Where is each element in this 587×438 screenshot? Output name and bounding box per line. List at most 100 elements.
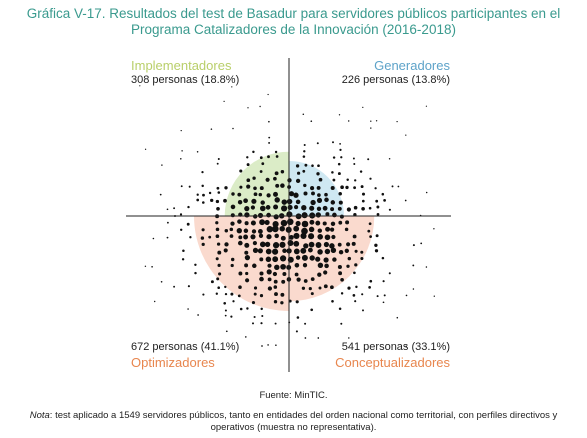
respondent-dot	[301, 254, 308, 261]
respondent-dot	[280, 292, 285, 297]
respondent-dot	[237, 240, 243, 246]
respondent-dot	[215, 292, 218, 295]
respondent-dot	[295, 330, 298, 333]
respondent-dot	[230, 221, 235, 226]
respondent-dot	[258, 192, 263, 197]
respondent-dot	[375, 234, 379, 238]
respondent-dot	[302, 155, 306, 158]
respondent-dot	[337, 264, 342, 270]
respondent-dot	[300, 247, 307, 254]
respondent-dot	[339, 214, 344, 219]
respondent-dot	[273, 285, 278, 289]
respondent-dot	[316, 206, 322, 211]
respondent-dot	[246, 184, 251, 189]
respondent-dot	[317, 234, 323, 240]
respondent-dot	[223, 301, 227, 305]
respondent-dot	[215, 199, 220, 204]
note-text: : test aplicado a 1549 servidores públic…	[49, 410, 558, 421]
respondent-dot	[246, 307, 249, 310]
respondent-dot	[273, 300, 278, 304]
respondent-dot	[355, 285, 358, 289]
respondent-dot	[316, 172, 320, 176]
respondent-dot	[360, 256, 364, 261]
chart-title-line-1: Gráfica V-17. Resultados del test de Bas…	[26, 6, 561, 21]
respondent-dot	[346, 207, 351, 212]
respondent-dot	[275, 155, 279, 158]
respondent-dot	[322, 221, 327, 226]
respondent-dot	[382, 280, 385, 283]
respondent-dot	[324, 192, 328, 197]
respondent-dot	[296, 171, 301, 175]
respondent-dot	[217, 263, 221, 268]
respondent-dot	[202, 293, 205, 296]
respondent-dot	[259, 105, 261, 108]
respondent-dot	[271, 225, 279, 233]
respondent-dot	[261, 162, 265, 166]
respondent-dot	[388, 208, 391, 211]
respondent-dot	[330, 285, 334, 290]
respondent-dot	[351, 241, 356, 246]
respondent-dot	[374, 187, 377, 190]
respondent-dot	[375, 199, 379, 203]
respondent-dot	[405, 294, 408, 297]
respondent-dot	[303, 243, 309, 249]
respondent-dot	[196, 193, 199, 196]
respondent-dot	[302, 169, 306, 173]
respondent-dot	[243, 228, 249, 234]
respondent-dot	[237, 219, 242, 224]
respondent-dot	[274, 197, 280, 203]
respondent-dot	[180, 228, 183, 231]
respondent-dot	[300, 232, 307, 239]
respondent-dot	[361, 192, 366, 196]
respondent-dot	[281, 205, 288, 212]
respondent-dot	[230, 315, 233, 318]
respondent-dot	[266, 193, 271, 198]
respondent-dot	[317, 193, 321, 197]
respondent-dot	[267, 155, 270, 159]
respondent-dot	[381, 192, 385, 196]
respondent-dot	[338, 220, 343, 225]
respondent-dot	[368, 286, 371, 289]
respondent-dot	[309, 219, 315, 225]
respondent-dot	[245, 271, 249, 276]
respondent-dot	[246, 156, 249, 159]
respondent-dot	[201, 170, 204, 174]
footnote: Nota: test aplicado a 1549 servidores pú…	[0, 410, 587, 434]
respondent-dot	[259, 276, 264, 282]
respondent-dot	[315, 242, 322, 248]
respondent-dot	[250, 234, 256, 240]
respondent-dot	[266, 212, 271, 218]
respondent-dot	[332, 212, 337, 218]
respondent-dot	[353, 271, 356, 275]
respondent-dot	[144, 265, 147, 268]
respondent-dot	[316, 142, 319, 145]
respondent-dot	[216, 206, 220, 211]
respondent-dot	[382, 301, 385, 304]
respondent-dot	[368, 206, 372, 210]
respondent-dot	[246, 178, 251, 183]
respondent-dot	[340, 277, 344, 282]
respondent-dot	[253, 192, 258, 197]
respondent-dot	[309, 255, 315, 261]
respondent-dot	[331, 299, 334, 303]
respondent-dot	[216, 162, 219, 165]
respondent-dot	[322, 205, 328, 211]
respondent-dot	[275, 344, 277, 346]
respondent-dot	[265, 205, 271, 210]
respondent-dot	[347, 120, 350, 122]
respondent-dot	[187, 205, 190, 209]
respondent-dot	[324, 234, 331, 241]
respondent-dot	[250, 220, 256, 226]
respondent-dot	[286, 198, 293, 205]
respondent-dot	[275, 183, 280, 188]
respondent-dot	[295, 164, 300, 168]
respondent-dot	[244, 336, 247, 338]
respondent-dot	[339, 148, 342, 152]
quadrant-count-implementadores: 308 personas (18.8%)	[131, 74, 240, 86]
respondent-dot	[323, 241, 329, 248]
respondent-dot	[268, 120, 270, 123]
respondent-dot	[330, 200, 336, 205]
respondent-dot	[281, 199, 288, 205]
respondent-dot	[274, 171, 279, 176]
respondent-dot	[238, 271, 243, 276]
